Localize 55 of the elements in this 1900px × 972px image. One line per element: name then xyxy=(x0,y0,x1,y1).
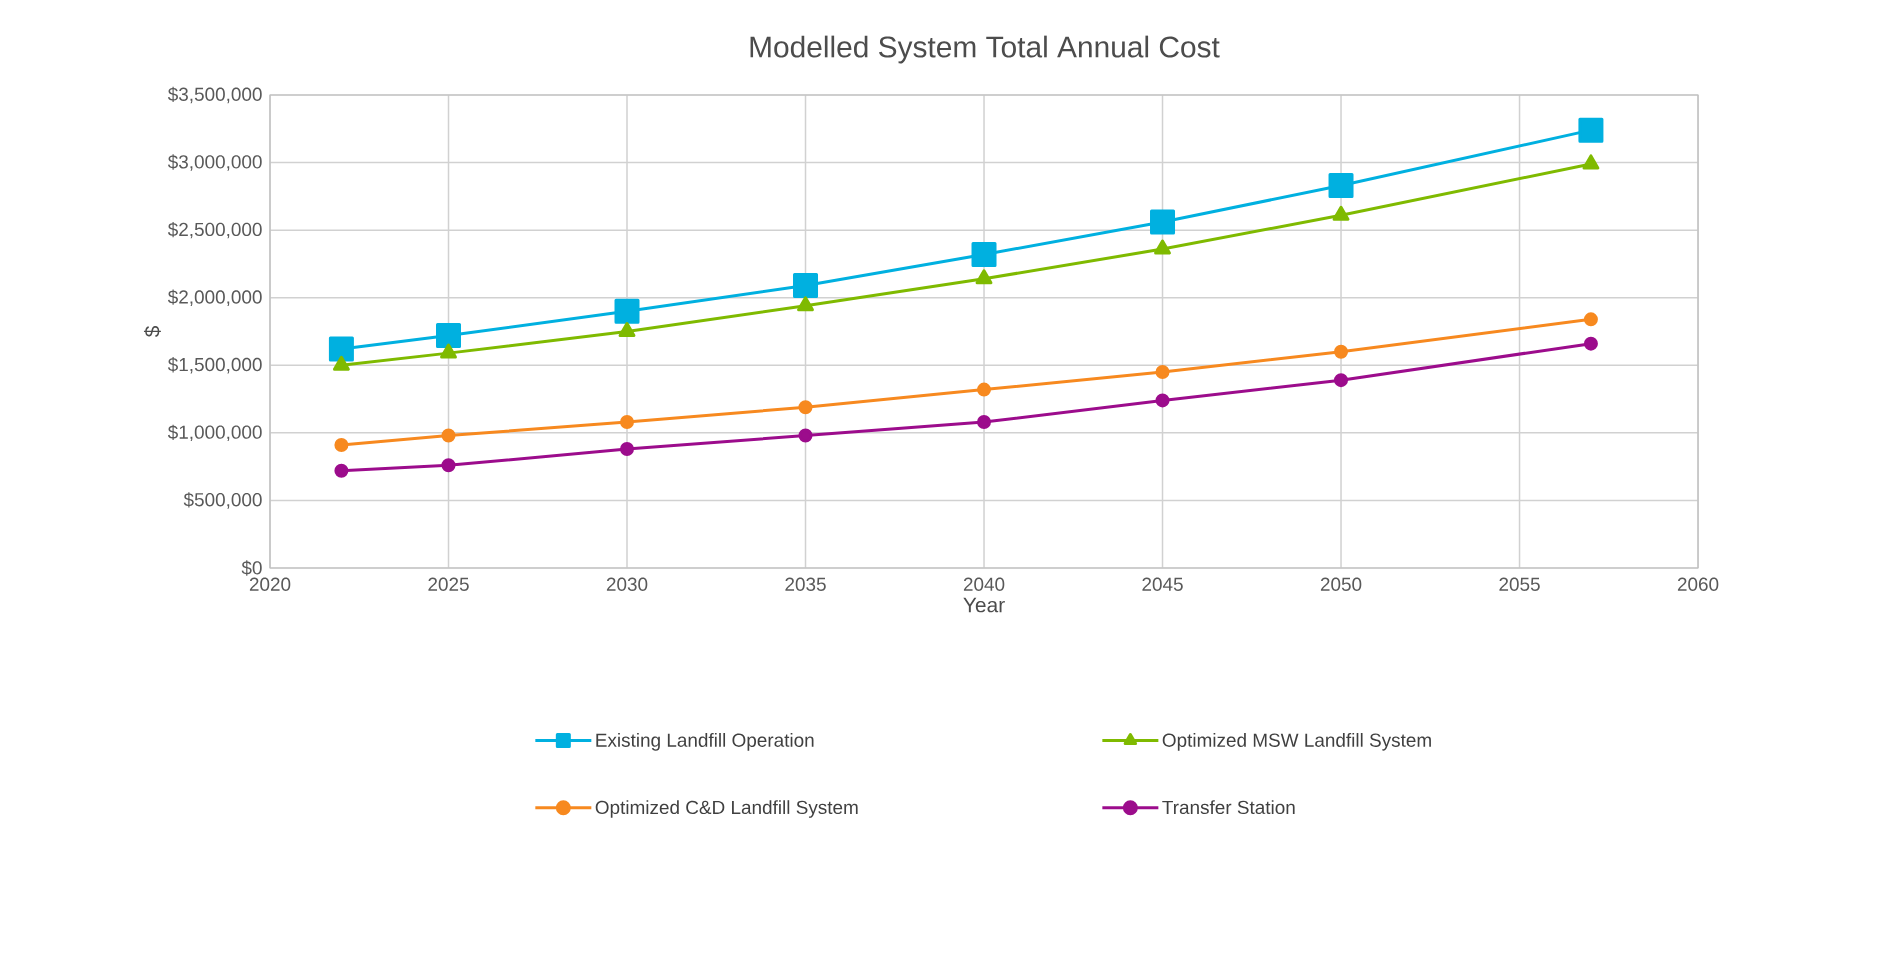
legend-label: Existing Landfill Operation xyxy=(596,733,814,751)
point xyxy=(1334,373,1349,388)
point xyxy=(1328,173,1354,199)
point xyxy=(1578,117,1604,143)
chart-title: Modelled System Total Annual Cost xyxy=(750,35,1220,64)
point xyxy=(440,343,457,359)
point xyxy=(975,269,993,285)
y-tick-label: $500,000 xyxy=(183,492,262,509)
y-axis-title: $ xyxy=(143,326,161,338)
legend-label: Optimized C&D Landfill System xyxy=(595,800,858,818)
legend-label: Optimized MSW Landfill System xyxy=(1162,733,1431,751)
point xyxy=(334,463,349,478)
y-tick-label: $1,500,000 xyxy=(167,357,262,374)
x-tick-label: 2055 xyxy=(1499,577,1540,591)
x-tick-label: 2060 xyxy=(1677,577,1719,591)
point xyxy=(797,296,814,312)
point xyxy=(977,382,992,397)
y-tick-label: $2,500,000 xyxy=(167,221,262,239)
point xyxy=(1334,344,1349,359)
y-tick-label: $3,500,000 xyxy=(167,86,262,104)
x-tick-label: 2050 xyxy=(1320,577,1362,591)
point xyxy=(1150,209,1176,235)
x-tick-label: 2035 xyxy=(785,577,826,591)
y-tick-label: $3,000,000 xyxy=(167,154,262,171)
point xyxy=(328,336,354,362)
x-tick-label: 2030 xyxy=(606,577,648,591)
point xyxy=(614,298,640,324)
point xyxy=(441,458,456,473)
point xyxy=(334,438,349,453)
y-tick-label: $2,000,000 xyxy=(167,289,262,306)
y-tick-label: $0 xyxy=(241,560,262,576)
point xyxy=(793,273,819,299)
point xyxy=(1582,154,1600,170)
point xyxy=(1332,205,1350,221)
y-tick-label: $1,000,000 xyxy=(167,424,262,442)
x-axis-title: Year xyxy=(963,597,1005,613)
point xyxy=(1155,365,1170,380)
point xyxy=(1155,393,1170,408)
x-tick-label: 2020 xyxy=(249,577,291,591)
x-tick-label: 2045 xyxy=(1142,577,1183,591)
point xyxy=(620,442,635,457)
x-tick-label: 2025 xyxy=(428,577,469,591)
point xyxy=(1583,336,1598,351)
point xyxy=(1583,312,1598,327)
point xyxy=(798,428,813,443)
point xyxy=(798,400,813,415)
point xyxy=(618,322,636,337)
x-tick-label: 2040 xyxy=(963,577,1005,591)
point xyxy=(620,415,635,430)
point xyxy=(971,241,997,267)
point xyxy=(441,428,456,443)
legend-label: Transfer Station xyxy=(1162,800,1295,815)
point xyxy=(1154,239,1171,255)
point xyxy=(436,323,461,349)
point xyxy=(977,415,992,430)
